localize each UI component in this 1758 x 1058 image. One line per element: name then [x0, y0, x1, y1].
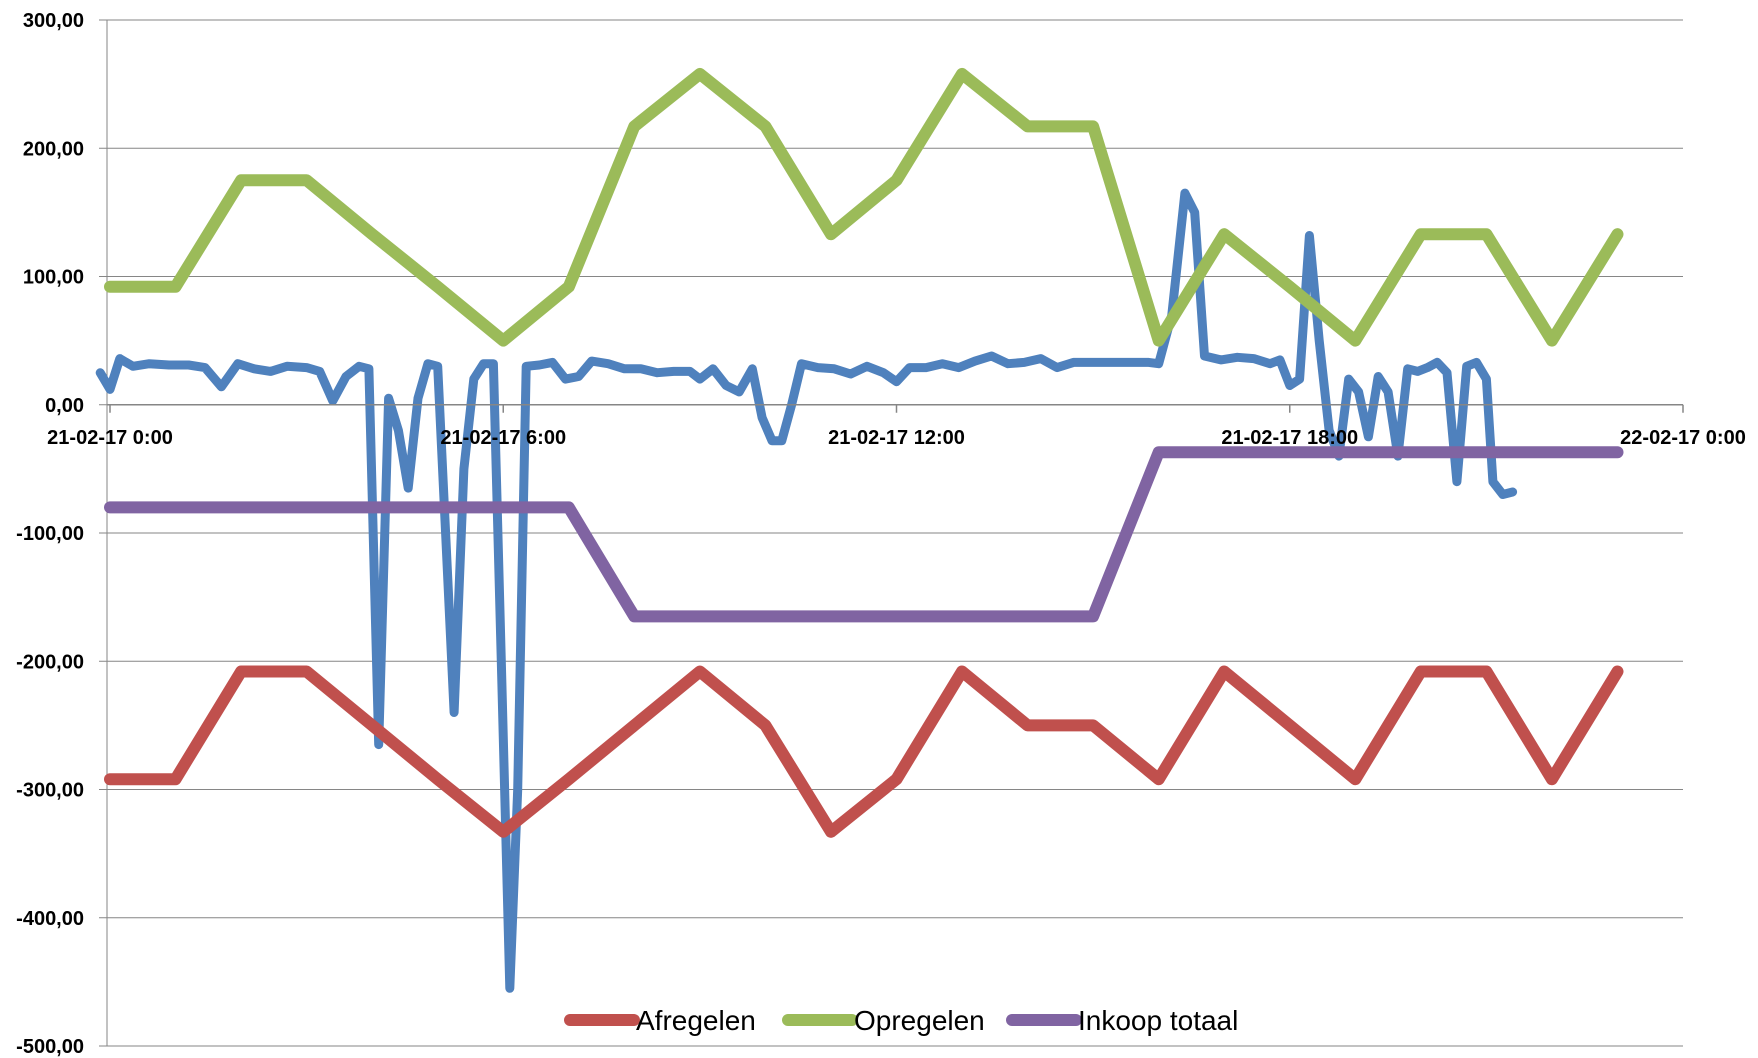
legend-label: Inkoop totaal — [1078, 1005, 1238, 1036]
legend: Afregelen Opregelen Inkoop totaal — [564, 1005, 1238, 1036]
y-tick-label: -300,00 — [16, 780, 84, 802]
x-tick-label: 22-02-17 0:00 — [1620, 427, 1746, 449]
y-tick-label: 200,00 — [23, 138, 84, 160]
series-lines — [95, 67, 1624, 993]
series-line-afregelen — [104, 665, 1624, 838]
x-tick-label: 21-02-17 6:00 — [440, 427, 566, 449]
y-tick-label: -500,00 — [16, 1036, 84, 1058]
y-axis: 300,00 200,00 100,00 0,00 -100,00 -200,00 -300… — [16, 10, 108, 1058]
y-tick-label: -200,00 — [16, 651, 84, 673]
x-tick-label: 21-02-17 18:00 — [1221, 427, 1358, 449]
legend-label: Afregelen — [636, 1005, 756, 1036]
y-tick-label: -100,00 — [16, 523, 84, 545]
series-line-unnamed — [95, 188, 1518, 993]
x-axis: 21-02-17 0:00 21-02-17 6:00 21-02-17 12:00… — [47, 404, 1746, 449]
x-tick-label: 21-02-17 12:00 — [828, 427, 965, 449]
y-tick-label: 100,00 — [23, 267, 84, 289]
series-line-opregelen — [104, 67, 1624, 347]
y-tick-label: 0,00 — [45, 395, 84, 417]
x-tick-label: 21-02-17 0:00 — [47, 427, 173, 449]
series-line-inkoop-totaal — [104, 446, 1624, 623]
y-tick-label: -400,00 — [16, 908, 84, 930]
y-tick-label: 300,00 — [23, 10, 84, 32]
legend-label: Opregelen — [854, 1005, 985, 1036]
